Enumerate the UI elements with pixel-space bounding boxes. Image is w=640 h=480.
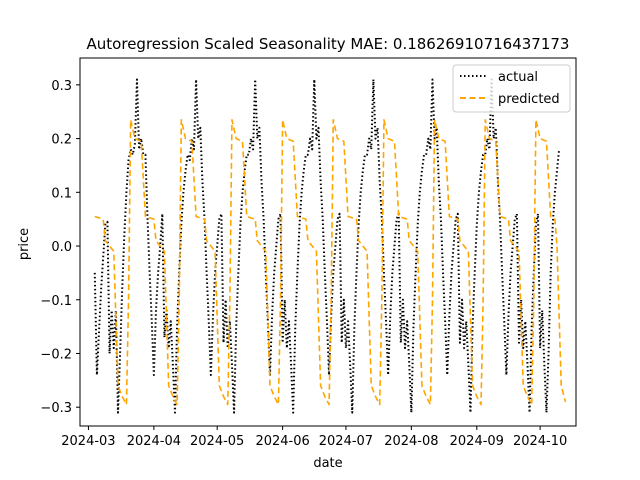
x-tick-label: 2024-04 — [127, 434, 181, 449]
y-axis-ticks: −0.3 −0.2 −0.1 0.0 0.1 0.2 0.3 — [40, 79, 80, 416]
x-axis-title: date — [313, 456, 342, 471]
x-axis-ticks: 2024-03 2024-04 2024-05 2024-06 2024-07 2024-… — [61, 426, 567, 449]
legend-label-predicted: predicted — [498, 92, 560, 107]
chart-title: Autoregression Scaled Seasonality MAE: 0… — [87, 35, 570, 53]
plot-area — [93, 78, 567, 414]
y-tick-label: 0.3 — [51, 79, 72, 94]
y-tick-label: 0.1 — [51, 186, 72, 201]
x-tick-label: 2024-09 — [450, 434, 504, 449]
y-axis-title: price — [17, 228, 32, 260]
y-tick-label: −0.1 — [40, 294, 72, 309]
x-tick-label: 2024-06 — [255, 434, 309, 449]
y-tick-label: 0.2 — [51, 133, 72, 148]
x-tick-label: 2024-08 — [384, 434, 438, 449]
x-tick-label: 2024-10 — [513, 434, 567, 449]
series-line-predicted — [94, 118, 567, 406]
y-tick-label: −0.3 — [40, 401, 72, 416]
x-tick-label: 2024-03 — [61, 434, 115, 449]
axes-frame — [79, 57, 577, 427]
y-tick-label: 0.0 — [51, 240, 72, 255]
x-tick-label: 2024-05 — [190, 434, 244, 449]
legend-box — [452, 64, 571, 113]
legend: actual predicted — [452, 64, 571, 113]
x-tick-label: 2024-07 — [319, 434, 373, 449]
legend-label-actual: actual — [498, 70, 538, 85]
y-tick-label: −0.2 — [40, 347, 72, 362]
